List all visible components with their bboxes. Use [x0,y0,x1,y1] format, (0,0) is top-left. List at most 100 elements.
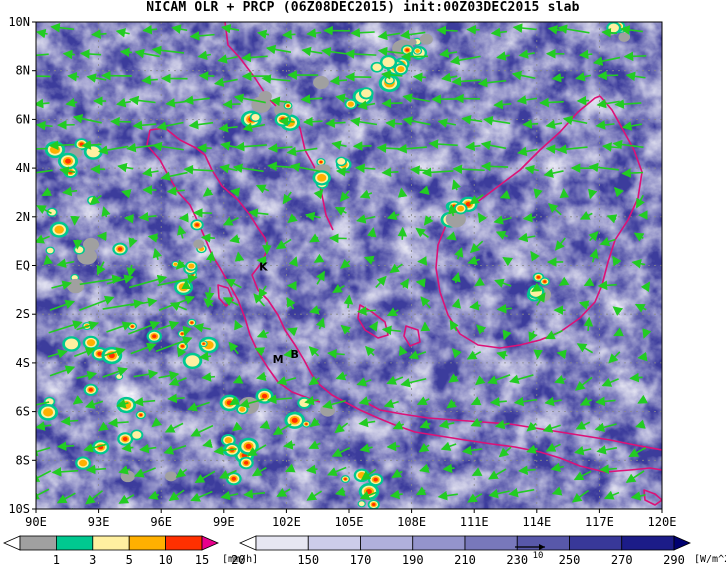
wind-vector [575,420,591,430]
precip-cell-core [122,436,128,441]
wind-vector [65,97,78,108]
wind-vector [578,49,593,60]
wind-vector [335,371,347,381]
wind-vector [151,417,162,428]
wind-vector [79,274,122,286]
precip-cell-core [65,158,71,164]
wind-vector [575,376,593,391]
wind-vector [629,372,643,383]
wind-vector [612,255,622,267]
wind-vector [488,468,507,480]
wind-vector [545,119,563,130]
wind-vector [175,259,187,270]
wind-vector [630,491,646,501]
wind-vector [241,52,268,63]
wind-vector [518,465,536,476]
precip-cell-core [371,503,376,507]
wind-vector [494,278,512,288]
wind-vector [391,468,403,479]
colorbar-segment [128,535,166,551]
precip-cell-core [180,332,184,335]
wind-vector [152,247,162,260]
precip-cell [54,225,64,234]
wind-vector [134,48,160,59]
olr-colorbar: 150 170 190 210 230 250 270 290 [W/m^2] 10 [239,535,726,567]
wind-vector [225,278,242,289]
precip-cell [49,145,61,154]
wind-vector [234,251,245,262]
wind-vector [554,374,566,385]
wind-vector [331,140,347,150]
precip-cell-core [543,280,547,283]
wind-vector [128,237,138,248]
wind-vector [375,275,387,288]
wind-vector [132,120,157,131]
precip-cell [45,398,54,405]
wind-vector [256,329,269,339]
precip-cell [43,408,54,417]
wind-vector [589,248,599,263]
wind-vector [118,465,131,475]
wind-vector [575,72,592,82]
wind-vector [334,422,349,434]
wind-vector [190,424,214,437]
wind-vector [253,293,266,307]
wind-vector [290,162,321,173]
wind-vector [255,184,270,194]
wind-vector [121,442,134,453]
colorbar-label: 250 [559,553,581,567]
wind-vector [365,345,376,357]
wind-vector [528,330,538,343]
precip-cell [382,57,395,68]
lat-tick-label: 2S [16,307,30,321]
wind-vector [259,420,271,430]
wind-vector [309,233,320,243]
colorbar-segment [255,535,309,551]
wind-vector [377,46,404,57]
coastline-bangka [357,304,389,339]
wind-vector [419,463,430,473]
precip-cell-core [202,342,205,345]
wind-vector [164,422,184,433]
wind-vector [475,375,486,386]
wind-vector [155,336,193,353]
wind-vector [397,143,427,154]
wind-vector [571,489,590,503]
wind-vector [203,298,214,309]
wind-vector [193,323,211,333]
wind-vector [301,46,323,57]
colorbar-segment [307,535,361,551]
wind-vector [128,274,168,289]
wind-vector [344,49,377,59]
wind-vector [198,351,212,362]
wind-vector [397,187,408,198]
wind-vector [474,277,486,287]
wind-vector [451,272,461,284]
precip-cell [86,339,96,347]
wind-vector [512,23,537,33]
wind-vector [133,467,156,478]
wind-vector [128,95,156,106]
wind-vector [634,303,647,313]
wind-vector [621,168,644,178]
wind-vector [313,253,325,263]
precip-cell-core [139,413,143,417]
wind-vector [402,93,430,103]
precip-cell-core [373,477,378,482]
wind-vector [526,444,538,454]
wind-vector [229,234,240,244]
lat-tick-label: 4N [16,161,30,175]
wind-vector [36,234,50,244]
wind-vector [595,396,616,407]
wind-vector [128,320,161,335]
precip-cell [64,338,79,350]
wind-vector [283,348,296,359]
wind-vector [332,283,345,294]
wind-vector [121,189,132,199]
precip-cell-outer [120,470,135,483]
precip-cell-core [195,223,200,227]
wind-vector [98,421,109,432]
wind-vector [306,464,318,475]
wind-vector [67,71,79,82]
